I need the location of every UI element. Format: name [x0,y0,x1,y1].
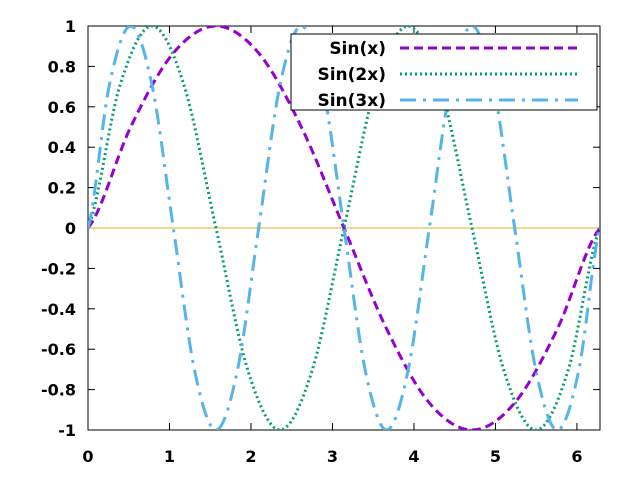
x-tick-label: 3 [327,447,338,466]
y-tick-label: 0.6 [48,98,76,117]
legend-label-2: Sin(2x) [317,65,386,85]
legend-label-1: Sin(x) [329,39,386,59]
axis-tick-labels: 0 1 2 3 4 5 6 -1 -0.8 -0.6 -0.4 -0.2 0 0.2 0.4 0.6 0.8 1 [41,17,582,466]
y-tick-label: 0.8 [48,57,76,76]
y-tick-label: 0.4 [48,138,76,157]
x-tick-label: 4 [408,447,419,466]
x-tick-label: 6 [571,447,582,466]
y-tick-label: 1 [65,17,76,36]
y-tick-label: 0.2 [48,179,76,198]
series-layer [88,26,600,430]
y-tick-label: 0 [65,219,76,238]
y-tick-label: -0.8 [41,381,76,400]
x-tick-label: 2 [245,447,256,466]
y-tick-label: -1 [58,421,76,440]
x-tick-label: 1 [164,447,175,466]
y-tick-label: -0.2 [41,259,76,278]
series-line-3 [88,26,600,430]
y-tick-label: -0.6 [41,340,76,359]
y-tick-label: -0.4 [41,300,76,319]
x-tick-label: 0 [82,447,93,466]
legend-label-3: Sin(3x) [317,91,386,111]
series-line-1 [88,26,600,430]
x-tick-label: 5 [490,447,501,466]
legend: Sin(x) Sin(2x) Sin(3x) [290,33,598,111]
axis-ticks [87,25,600,431]
